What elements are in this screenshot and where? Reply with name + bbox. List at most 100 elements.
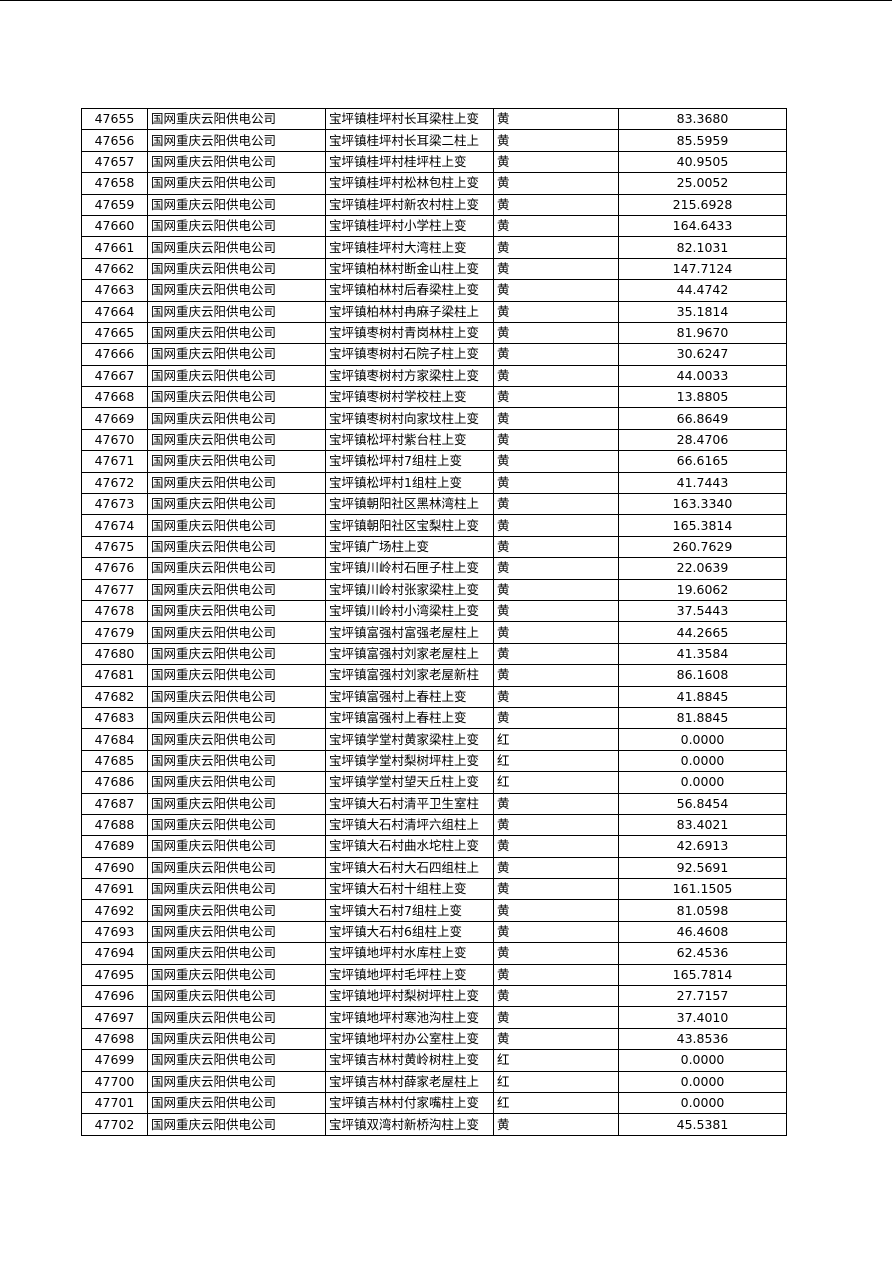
transformer-name: 宝坪镇松坪村7组柱上变 <box>325 450 494 473</box>
value: 81.0598 <box>618 899 787 922</box>
table-row: 47667 国网重庆云阳供电公司 宝坪镇枣树村方家梁柱上变黄 44.0033 <box>81 364 787 388</box>
status-color: 红 <box>493 1070 619 1093</box>
status-color: 黄 <box>493 899 619 922</box>
table-row: 47694 国网重庆云阳供电公司 宝坪镇地坪村水库柱上变黄 62.4536 <box>81 942 787 965</box>
value: 165.7814 <box>618 963 787 987</box>
table-row: 47684 国网重庆云阳供电公司 宝坪镇学堂村黄家梁柱上变红 0.0000 <box>81 728 787 751</box>
transformer-name: 宝坪镇富强村富强老屋柱上 <box>325 621 494 644</box>
status-color: 黄 <box>493 920 619 944</box>
table-row: 47660 国网重庆云阳供电公司 宝坪镇桂坪村小学柱上变黄 164.6433 <box>81 214 787 238</box>
table-row: 47693 国网重庆云阳供电公司 宝坪镇大石村6组柱上变黄 46.4608 <box>81 920 787 944</box>
transformer-name: 宝坪镇川岭村张家梁柱上变 <box>325 578 494 601</box>
company: 国网重庆云阳供电公司 <box>147 1113 326 1136</box>
company: 国网重庆云阳供电公司 <box>147 599 326 623</box>
transformer-name: 宝坪镇大石村6组柱上变 <box>325 920 494 944</box>
row-id: 47689 <box>81 835 148 858</box>
value: 0.0000 <box>618 1070 787 1093</box>
company: 国网重庆云阳供电公司 <box>147 578 326 601</box>
company: 国网重庆云阳供电公司 <box>147 1006 326 1029</box>
status-color: 黄 <box>493 343 619 366</box>
value: 163.3340 <box>618 493 787 516</box>
table-row: 47686 国网重庆云阳供电公司 宝坪镇学堂村望天丘柱上变红 0.0000 <box>81 771 787 794</box>
table-row: 47672 国网重庆云阳供电公司 宝坪镇松坪村1组柱上变黄 41.7443 <box>81 471 787 495</box>
transformer-name: 宝坪镇大石村清坪六组柱上 <box>325 813 494 837</box>
status-color: 黄 <box>493 236 619 259</box>
row-id: 47668 <box>81 386 148 409</box>
row-id: 47678 <box>81 599 148 623</box>
status-color: 黄 <box>493 150 619 174</box>
transformer-name: 宝坪镇吉林村薛家老屋柱上 <box>325 1070 494 1093</box>
company: 国网重庆云阳供电公司 <box>147 450 326 473</box>
status-color: 黄 <box>493 599 619 623</box>
value: 66.6165 <box>618 450 787 473</box>
value: 19.6062 <box>618 578 787 601</box>
company: 国网重庆云阳供电公司 <box>147 856 326 880</box>
company: 国网重庆云阳供电公司 <box>147 749 326 773</box>
table-row: 47683 国网重庆云阳供电公司 宝坪镇富强村上春柱上变黄 81.8845 <box>81 706 787 730</box>
transformer-name: 宝坪镇柏林村冉麻子梁柱上 <box>325 300 494 323</box>
value: 37.5443 <box>618 599 787 623</box>
value: 42.6913 <box>618 835 787 858</box>
company: 国网重庆云阳供电公司 <box>147 279 326 302</box>
transformer-name: 宝坪镇学堂村梨树坪柱上变 <box>325 749 494 773</box>
transformer-name: 宝坪镇富强村上春柱上变 <box>325 685 494 708</box>
value: 22.0639 <box>618 557 787 580</box>
company: 国网重庆云阳供电公司 <box>147 963 326 987</box>
value: 260.7629 <box>618 535 787 559</box>
value: 45.5381 <box>618 1113 787 1136</box>
company: 国网重庆云阳供电公司 <box>147 300 326 323</box>
value: 81.8845 <box>618 706 787 730</box>
transformer-name: 宝坪镇枣树村青岗林柱上变 <box>325 321 494 345</box>
status-color: 黄 <box>493 129 619 152</box>
status-color: 黄 <box>493 621 619 644</box>
status-color: 红 <box>493 749 619 773</box>
value: 25.0052 <box>618 172 787 195</box>
value: 83.4021 <box>618 813 787 837</box>
value: 37.4010 <box>618 1006 787 1029</box>
row-id: 47677 <box>81 578 148 601</box>
company: 国网重庆云阳供电公司 <box>147 878 326 901</box>
status-color: 红 <box>493 728 619 751</box>
company: 国网重庆云阳供电公司 <box>147 364 326 388</box>
row-id: 47666 <box>81 343 148 366</box>
status-color: 黄 <box>493 792 619 815</box>
transformer-name: 宝坪镇桂坪村新农村柱上变 <box>325 193 494 216</box>
transformer-name: 宝坪镇川岭村小湾梁柱上变 <box>325 599 494 623</box>
table-row: 47659 国网重庆云阳供电公司 宝坪镇桂坪村新农村柱上变黄 215.6928 <box>81 193 787 216</box>
status-color: 黄 <box>493 107 619 131</box>
row-id: 47659 <box>81 193 148 216</box>
transformer-name: 宝坪镇吉林村付家嘴柱上变 <box>325 1091 494 1115</box>
company: 国网重庆云阳供电公司 <box>147 428 326 452</box>
transformer-name: 宝坪镇学堂村望天丘柱上变 <box>325 771 494 794</box>
transformer-name: 宝坪镇大石村7组柱上变 <box>325 899 494 922</box>
row-id: 47696 <box>81 985 148 1008</box>
value: 0.0000 <box>618 728 787 751</box>
company: 国网重庆云阳供电公司 <box>147 514 326 537</box>
status-color: 黄 <box>493 664 619 687</box>
company: 国网重庆云阳供电公司 <box>147 642 326 666</box>
table-row: 47691 国网重庆云阳供电公司 宝坪镇大石村十组柱上变黄 161.1505 <box>81 878 787 901</box>
company: 国网重庆云阳供电公司 <box>147 1070 326 1093</box>
row-id: 47676 <box>81 557 148 580</box>
transformer-name: 宝坪镇柏林村后春梁柱上变 <box>325 279 494 302</box>
table-row: 47663 国网重庆云阳供电公司 宝坪镇柏林村后春梁柱上变黄 44.4742 <box>81 279 787 302</box>
value: 66.8649 <box>618 407 787 430</box>
company: 国网重庆云阳供电公司 <box>147 685 326 708</box>
row-id: 47687 <box>81 792 148 815</box>
table-row: 47679 国网重庆云阳供电公司 宝坪镇富强村富强老屋柱上黄 44.2665 <box>81 621 787 644</box>
company: 国网重庆云阳供电公司 <box>147 920 326 944</box>
status-color: 黄 <box>493 364 619 388</box>
company: 国网重庆云阳供电公司 <box>147 236 326 259</box>
transformer-name: 宝坪镇地坪村梨树坪柱上变 <box>325 985 494 1008</box>
status-color: 黄 <box>493 514 619 537</box>
table-row: 47687 国网重庆云阳供电公司 宝坪镇大石村清平卫生室柱黄 56.8454 <box>81 792 787 815</box>
row-id: 47693 <box>81 920 148 944</box>
transformer-name: 宝坪镇松坪村紫台柱上变 <box>325 428 494 452</box>
row-id: 47672 <box>81 471 148 495</box>
row-id: 47700 <box>81 1070 148 1093</box>
company: 国网重庆云阳供电公司 <box>147 942 326 965</box>
row-id: 47656 <box>81 129 148 152</box>
table-row: 47696 国网重庆云阳供电公司 宝坪镇地坪村梨树坪柱上变黄 27.7157 <box>81 985 787 1008</box>
status-color: 黄 <box>493 214 619 238</box>
